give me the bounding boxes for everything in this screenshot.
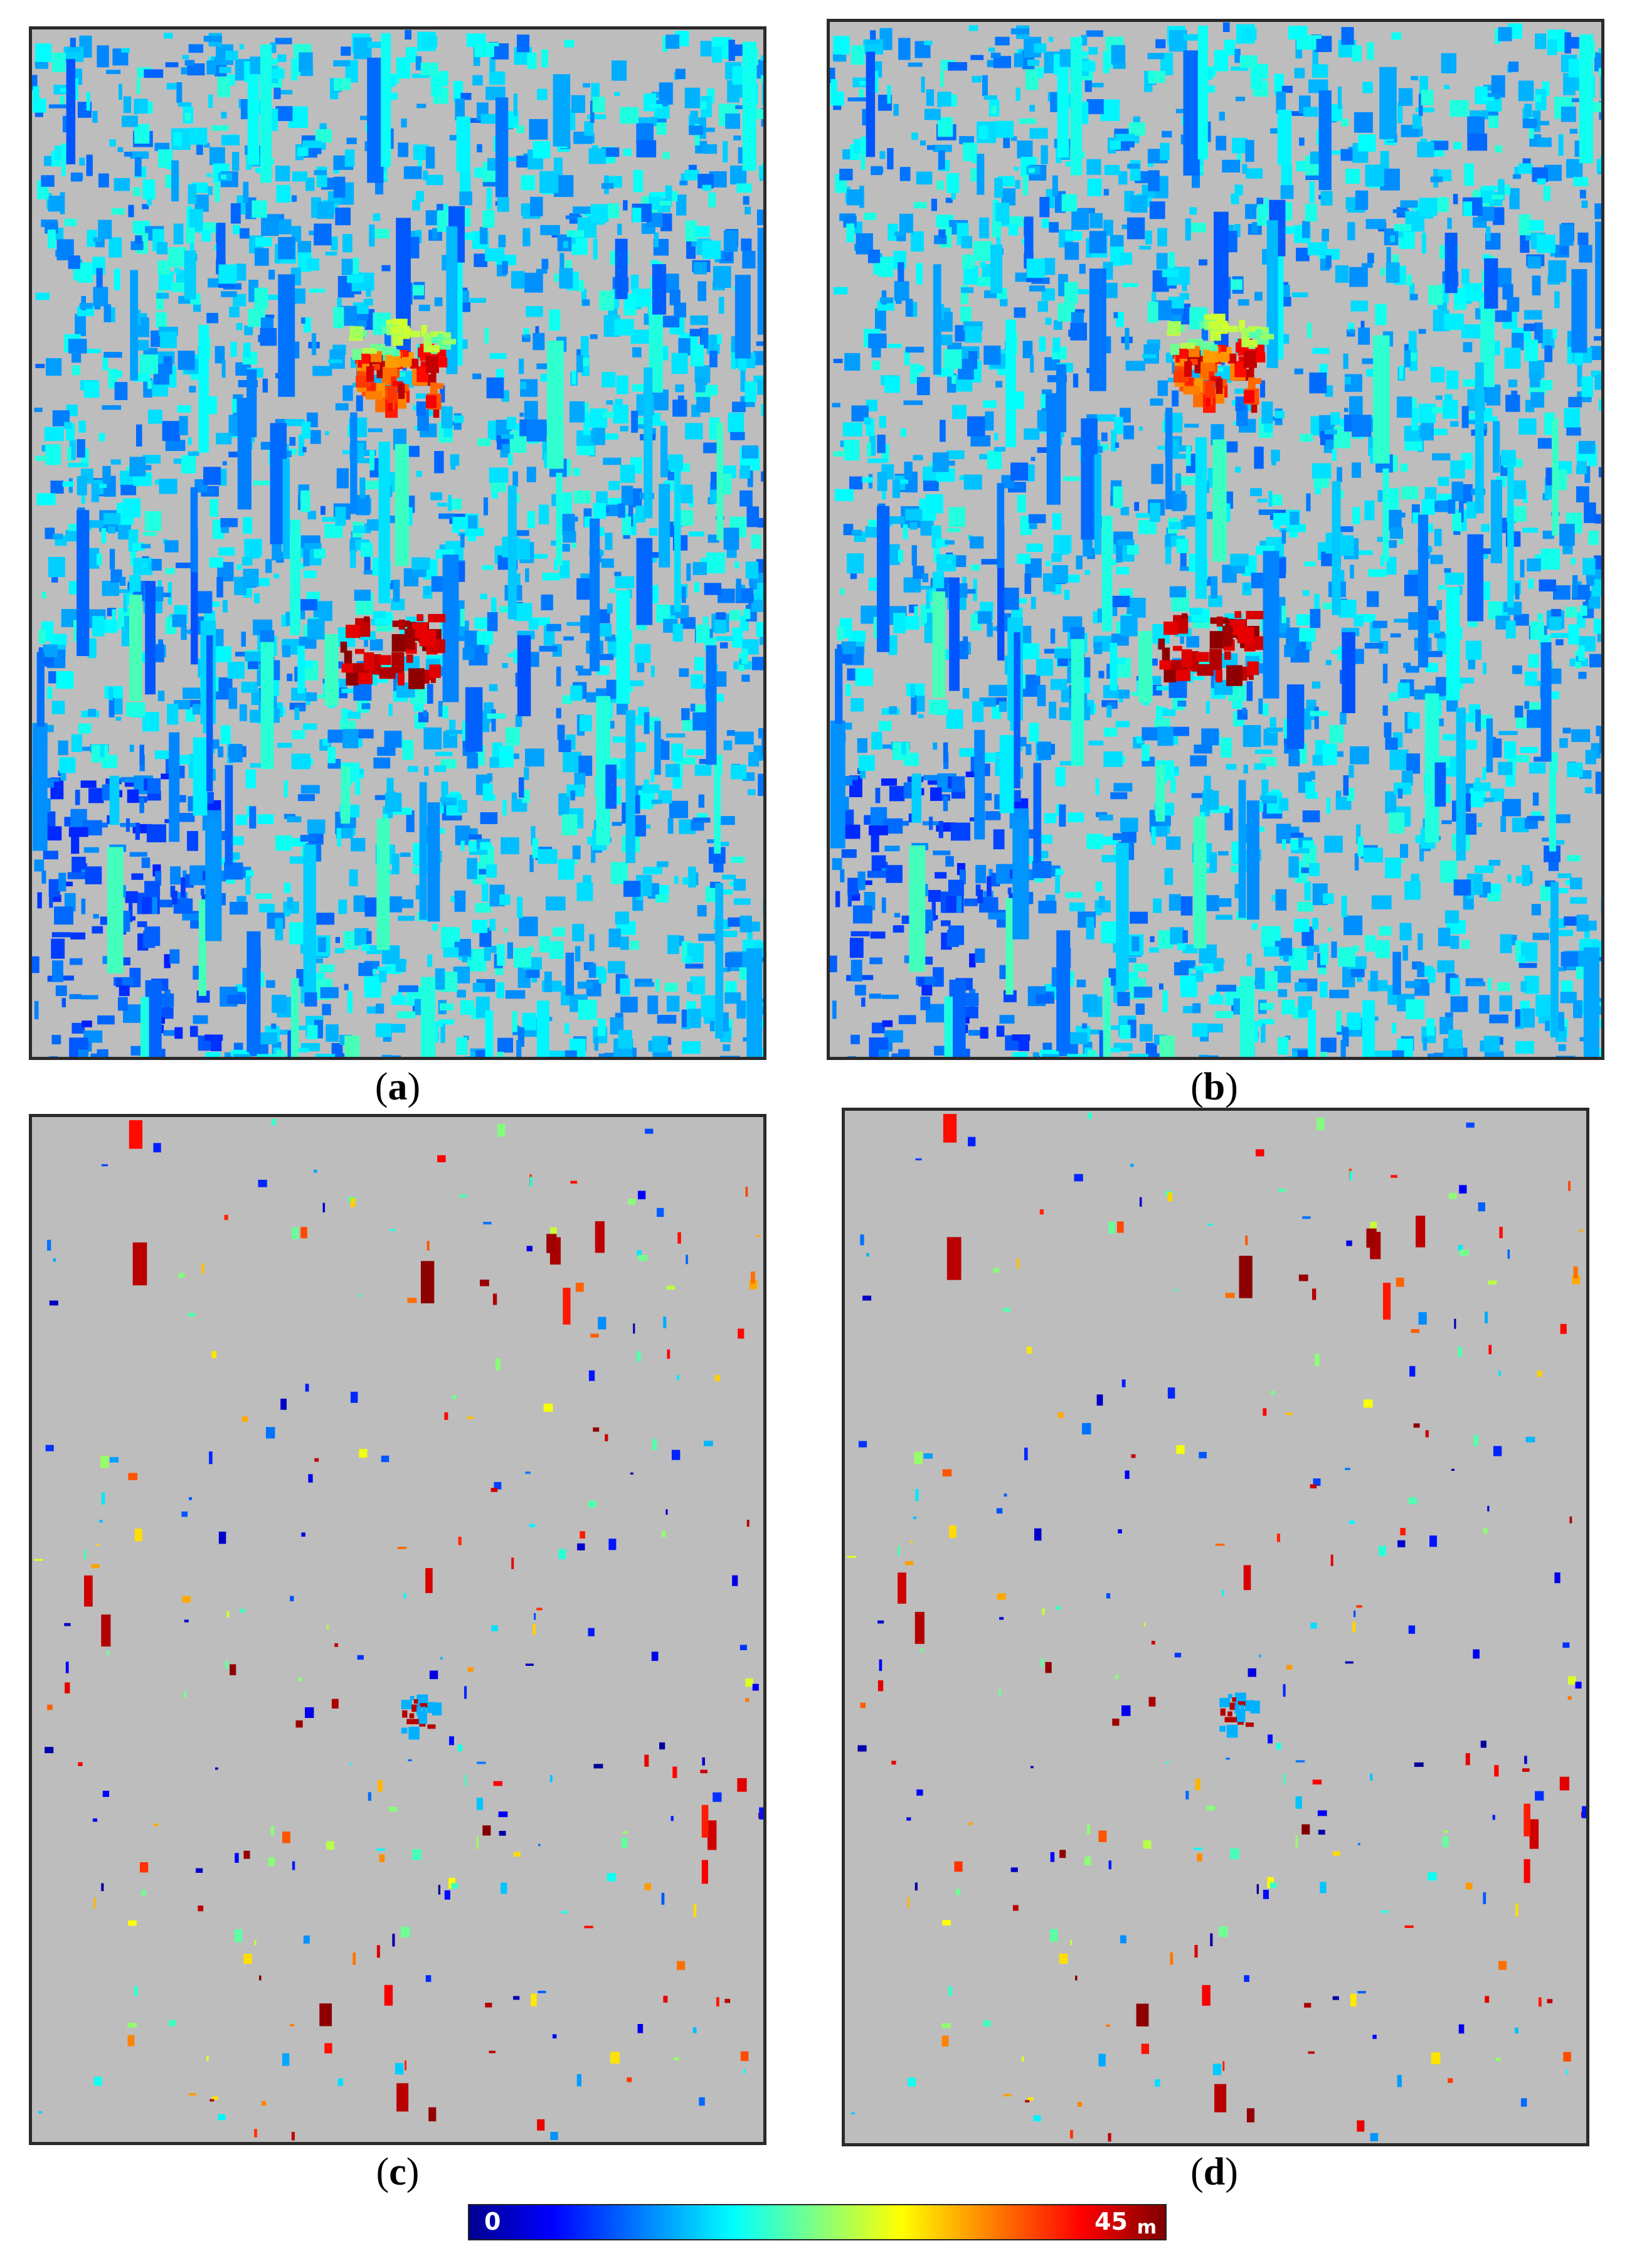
colorbar-unit-label: m [1137,2217,1157,2239]
caption-d: (d) [1190,2151,1238,2193]
panel-a-image [29,26,766,1060]
panel-c-height-map [34,1118,763,2141]
caption-c: (c) [376,2151,420,2193]
caption-a: (a) [374,1066,421,1108]
panel-d-image [842,1108,1589,2146]
panel-d-height-map [847,1112,1586,2142]
colorbar-min-label: 0 [484,2208,501,2235]
panel-a-height-map [32,29,763,1057]
colorbar-max-label: 45 [1094,2208,1128,2235]
caption-c-letter: c [389,2151,406,2193]
caption-d-letter: d [1203,2151,1226,2193]
caption-b: (b) [1190,1066,1238,1108]
caption-b-letter: b [1203,1066,1226,1108]
panel-c-image [29,1114,766,2145]
panel-b-height-map [830,22,1601,1057]
panel-b-image [827,19,1604,1060]
caption-a-letter: a [388,1066,408,1108]
height-colorbar: 0 45 m [468,2204,1167,2240]
